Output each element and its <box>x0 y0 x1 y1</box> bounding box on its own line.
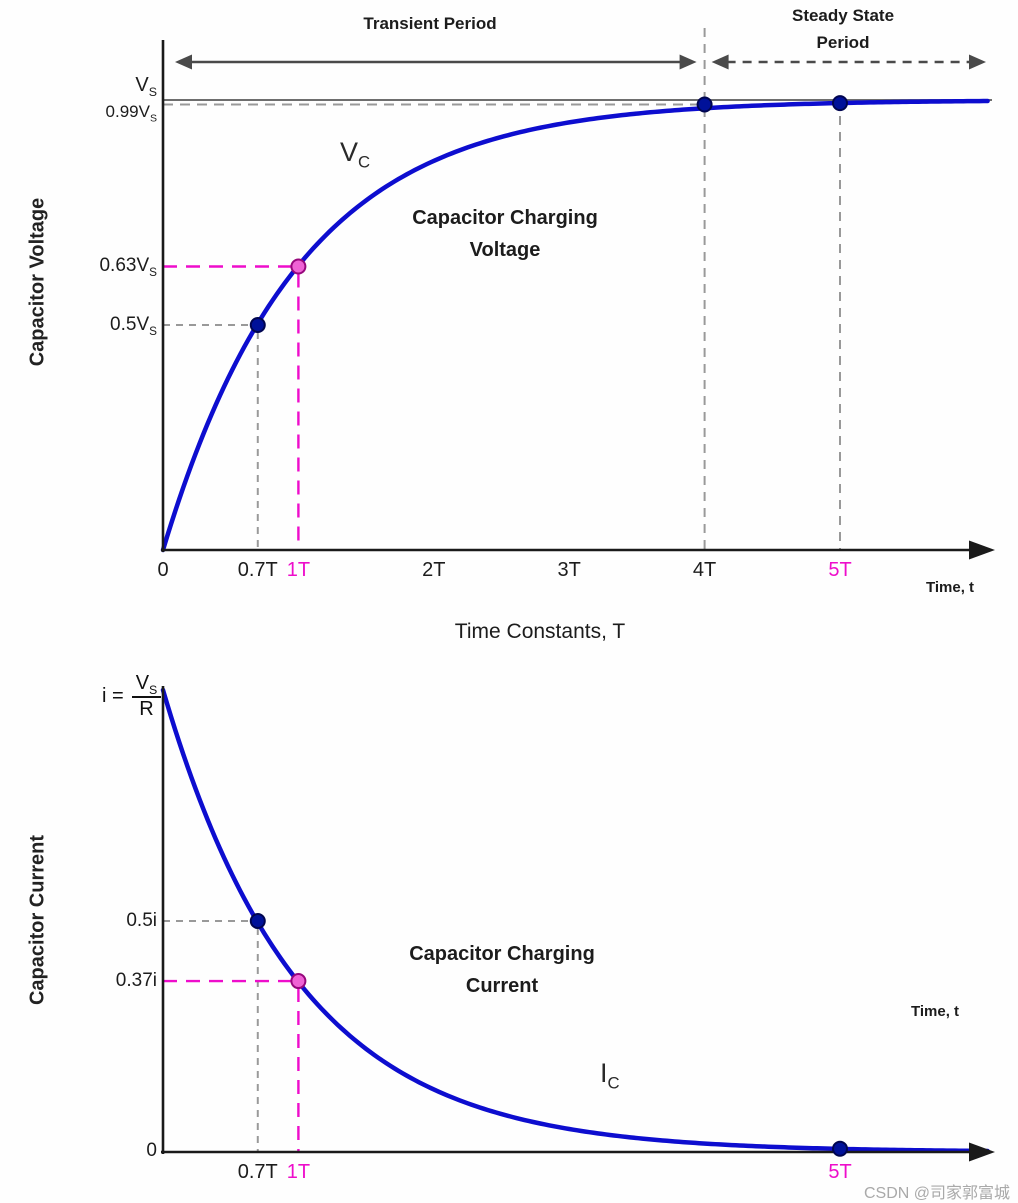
zero-axis-label: 0 <box>146 1140 157 1161</box>
current-time-axis-label: Time, t <box>910 1003 960 1020</box>
half-i-axis-label: 0.5i <box>126 910 157 931</box>
fraction-denominator: R <box>139 698 154 720</box>
fraction-num-base: V <box>135 672 150 694</box>
x-tick-4t: 4T <box>692 559 717 581</box>
ic-label-sub: C <box>607 1073 620 1093</box>
v50-axis-label: 0.5VS <box>110 314 157 338</box>
v99-label-sub: S <box>149 112 157 125</box>
x-tick-2t: 2T <box>422 559 446 581</box>
current-x-tick-5t: 5T <box>828 1161 852 1183</box>
transient-period-label: Transient Period <box>363 14 497 33</box>
fraction-numerator: VS <box>131 672 162 698</box>
current-y-axis-title: Capacitor Current <box>26 834 49 1006</box>
v63-label-sub: S <box>149 265 157 279</box>
v50-label-sub: S <box>149 324 157 338</box>
current-annotation-line1: Capacitor Charging <box>409 943 595 965</box>
ic-curve-label: IC <box>600 1058 620 1093</box>
voltage-annotation-line1: Capacitor Charging <box>412 207 598 229</box>
vs-axis-label: VS <box>135 74 157 99</box>
vs-label-sub: S <box>148 85 157 99</box>
x-tick-1t: 1T <box>286 559 311 581</box>
steady-state-label-line1: Steady State <box>791 6 895 25</box>
v50-label-base: 0.5V <box>110 314 150 335</box>
current-x-tick-1t: 1T <box>286 1161 311 1183</box>
v99-axis-label: 0.99VS <box>105 102 157 125</box>
p37-i-axis-label: 0.37i <box>115 970 157 991</box>
voltage-time-axis-label: Time, t <box>925 579 975 596</box>
vc-label-base: V <box>340 137 359 167</box>
steady-state-label-line2: Period <box>816 33 870 52</box>
vs-label-base: V <box>135 74 149 96</box>
x-tick-0: 0 <box>157 559 169 581</box>
vs-over-r-fraction: VS R <box>131 672 162 721</box>
x-axis-title: Time Constants, T <box>454 620 626 643</box>
x-tick-0-7t: 0.7T <box>237 559 278 581</box>
vc-curve-label: VC <box>340 137 371 172</box>
vc-label-sub: C <box>358 152 371 172</box>
v63-axis-label: 0.63VS <box>99 255 157 279</box>
v99-label-base: 0.99V <box>105 102 150 121</box>
fraction-num-sub: S <box>149 683 158 697</box>
v63-label-base: 0.63V <box>99 255 150 276</box>
csdn-watermark: CSDN @司家郭富城 <box>863 1185 1010 1202</box>
ic-label-base: I <box>600 1058 608 1088</box>
initial-current-label: i = VS R <box>102 672 162 721</box>
x-tick-3t: 3T <box>557 559 581 581</box>
i-equals-text: i = <box>102 685 124 707</box>
x-tick-5t: 5T <box>828 559 852 581</box>
current-x-tick-0-7t: 0.7T <box>237 1161 278 1183</box>
voltage-annotation-line2: Voltage <box>469 239 541 261</box>
current-annotation-line2: Current <box>465 975 539 997</box>
voltage-y-axis-title: Capacitor Voltage <box>26 197 49 367</box>
